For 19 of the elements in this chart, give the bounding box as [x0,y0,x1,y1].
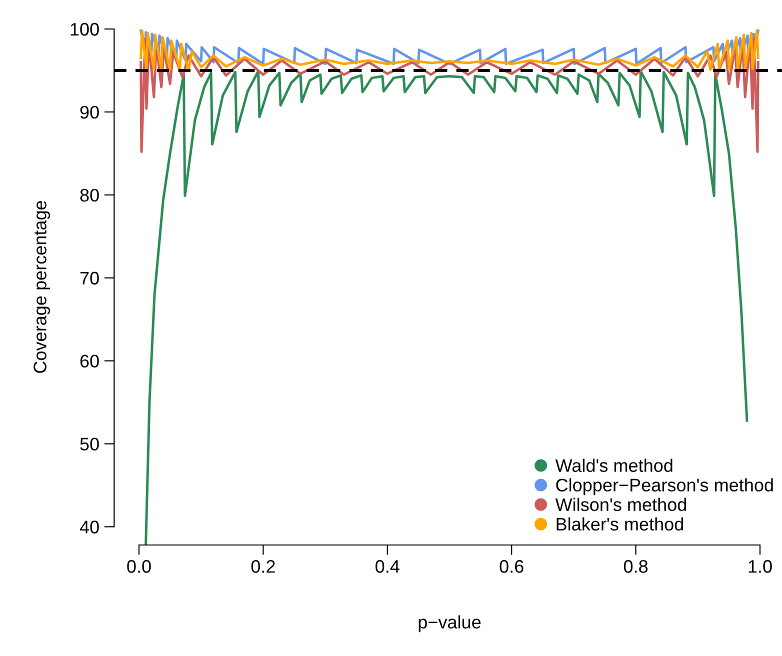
x-tick-label: 0.2 [251,560,275,573]
y-tick-label: 70 [80,272,99,285]
y-tick-label: 60 [80,354,99,368]
x-tick-label: 0.8 [624,560,648,573]
legend-label: Blaker's method [556,517,684,531]
x-axis-title: p−value [418,615,481,632]
y-tick-label: 90 [80,106,99,119]
y-tick-label: 50 [80,438,99,451]
y-tick-label: 80 [80,188,99,202]
y-tick-label: 40 [80,520,99,534]
x-tick-label: 1.0 [748,560,772,573]
x-tick-label: 0.0 [127,560,151,573]
x-tick-label: 0.6 [500,560,524,573]
y-tick-label: 100 [70,22,99,36]
legend-label: Clopper−Pearson's method [556,478,773,496]
x-tick-label: 0.4 [376,560,400,573]
legend-label: Wilson's method [555,498,686,512]
legend-label: Wald's method [555,458,672,472]
y-axis-title: Coverage percentage [34,200,50,373]
